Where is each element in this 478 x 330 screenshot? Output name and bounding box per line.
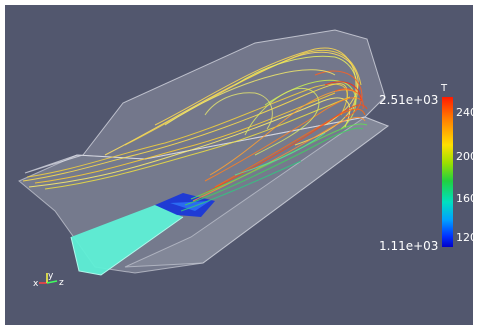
orientation-axes: x y z (33, 271, 64, 289)
colorbar-min-label: 1.11e+03 (379, 239, 439, 253)
colorbar-tick-1200: 1200 (456, 231, 473, 244)
flow-scene (18, 29, 390, 276)
axis-x-label: x (33, 279, 39, 289)
colorbar-tick-2400: 2400 (456, 106, 473, 119)
axis-y-label: y (48, 271, 54, 281)
colorbar-title: T (441, 83, 448, 94)
colorbar-tick-1600: 1600 (456, 192, 473, 205)
inlet-plate (71, 205, 183, 275)
duct-side-panel (124, 116, 390, 268)
inlet-plate-edge (70, 216, 184, 276)
colorbar-max-label: 2.51e+03 (379, 93, 439, 107)
streamlines (22, 47, 368, 212)
temperature-colorbar (442, 97, 453, 247)
colorbar-tick-2000: 2000 (456, 150, 473, 163)
render-viewport[interactable]: T 2.51e+03 1.11e+03 2400 2000 1600 1200 … (5, 5, 473, 325)
axis-z-label: z (59, 278, 64, 288)
